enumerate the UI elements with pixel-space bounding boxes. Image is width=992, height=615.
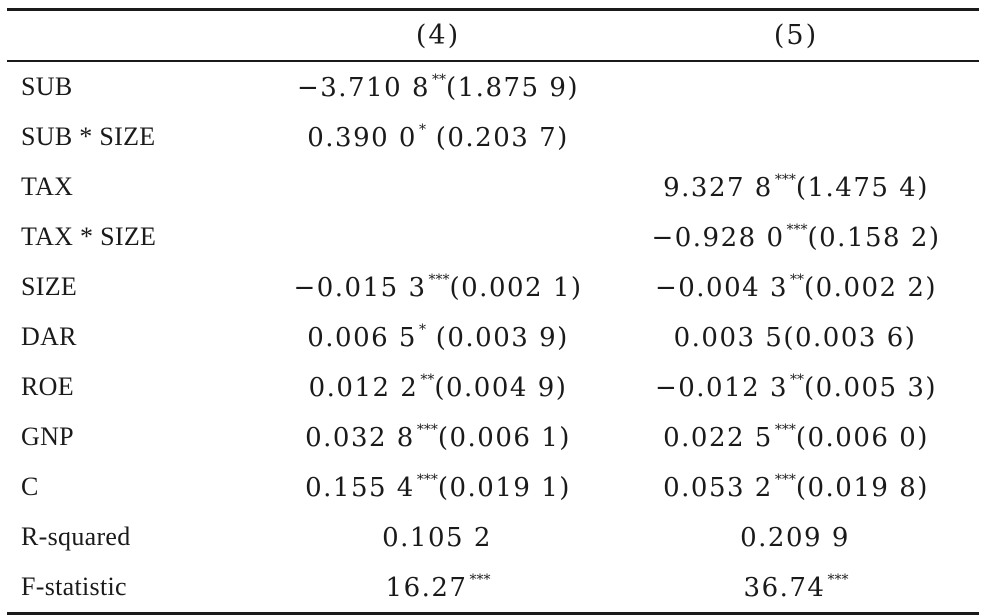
significance-stars: *: [418, 121, 426, 138]
standard-error: (1.875 9): [446, 72, 580, 103]
coefficient: 0.032 8: [305, 422, 415, 453]
row-label: DAR: [21, 322, 77, 351]
table-row: C 0.155 4 ***(0.019 1) 0.053 2 ***(0.019 8…: [7, 462, 979, 512]
coefficient: 0.022 5: [663, 422, 773, 453]
coefficient: −3.710 8: [296, 72, 430, 103]
significance-stars: **: [790, 271, 804, 288]
model-5-cell: 0.053 2 ***(0.019 8): [613, 472, 979, 503]
table-row: R-squared 0.105 2 0.209 9: [7, 512, 979, 562]
model-5-cell: −0.928 0 ***(0.158 2): [613, 222, 979, 253]
coefficient: −0.928 0: [651, 222, 785, 253]
row-label: SIZE: [21, 272, 78, 301]
standard-error: (0.158 2): [807, 222, 941, 253]
significance-stars: *: [418, 321, 426, 338]
row-label: SUB: [21, 72, 73, 101]
model-5-cell: [613, 72, 979, 103]
row-label: GNP: [21, 422, 74, 451]
table-row: SUB −3.710 8 **(1.875 9): [7, 62, 979, 112]
standard-error: (0.004 9): [434, 372, 568, 403]
table-row: F-statistic 16.27 *** 36.74 ***: [7, 562, 979, 612]
standard-error: (0.006 1): [437, 422, 571, 453]
row-label: C: [21, 472, 39, 501]
model-4-cell: 0.390 0 * (0.203 7): [263, 122, 613, 153]
model-4-cell: −3.710 8 **(1.875 9): [263, 72, 613, 103]
row-label: R-squared: [21, 522, 131, 551]
coefficient: 0.390 0: [307, 122, 417, 153]
model-4-cell: −0.015 3 ***(0.002 1): [263, 272, 613, 303]
header-cell-model-4: (4): [415, 20, 461, 51]
model-4-cell: 0.155 4 ***(0.019 1): [263, 472, 613, 503]
model-5-cell: 36.74 ***: [613, 572, 979, 603]
significance-stars: ***: [827, 571, 849, 588]
model-5-cell: −0.012 3 **(0.005 3): [613, 372, 979, 403]
significance-stars: ***: [774, 421, 796, 438]
standard-error: (1.475 4): [795, 172, 929, 203]
model-4-cell: 0.006 5 * (0.003 9): [263, 322, 613, 353]
coefficient: −0.012 3: [654, 372, 788, 403]
coefficient: 0.105 2: [382, 522, 492, 553]
standard-error: (0.003 9): [425, 322, 569, 353]
standard-error: (0.002 1): [449, 272, 583, 303]
table-row: ROE 0.012 2 **(0.004 9) −0.012 3 **(0.005 …: [7, 362, 979, 412]
table-row: TAX 9.327 8 ***(1.475 4): [7, 162, 979, 212]
significance-stars: **: [790, 371, 804, 388]
row-label: ROE: [21, 372, 74, 401]
model-4-cell: [263, 222, 613, 253]
model-5-cell: 0.209 9: [613, 522, 979, 553]
row-label: TAX: [21, 172, 74, 201]
model-4-cell: 0.032 8 ***(0.006 1): [263, 422, 613, 453]
header-row: (4) (5): [7, 11, 979, 60]
coefficient: −0.015 3: [293, 272, 427, 303]
coefficient: 0.155 4: [305, 472, 415, 503]
coefficient: 0.053 2: [663, 472, 773, 503]
standard-error: (0.203 7): [425, 122, 569, 153]
standard-error: (0.002 2): [804, 272, 938, 303]
row-label: TAX * SIZE: [21, 222, 157, 251]
coefficient: 16.27: [385, 572, 468, 603]
coefficient: 36.74: [743, 572, 826, 603]
regression-table: (4) (5) SUB −3.710 8 **(1.875 9) SUB * SI…: [7, 8, 979, 615]
model-4-cell: 16.27 ***: [263, 572, 613, 603]
row-label: SUB * SIZE: [21, 122, 156, 151]
model-4-cell: [263, 172, 613, 203]
model-5-cell: 0.003 5(0.003 6): [613, 322, 979, 353]
significance-stars: ***: [774, 471, 796, 488]
model-5-cell: 9.327 8 ***(1.475 4): [613, 172, 979, 203]
significance-stars: ***: [428, 271, 450, 288]
model-4-cell: 0.012 2 **(0.004 9): [263, 372, 613, 403]
significance-stars: **: [432, 71, 446, 88]
standard-error: (0.019 8): [795, 472, 929, 503]
table-row: GNP 0.032 8 ***(0.006 1) 0.022 5 ***(0.006…: [7, 412, 979, 462]
significance-stars: **: [420, 371, 435, 388]
model-5-cell: 0.022 5 ***(0.006 0): [613, 422, 979, 453]
significance-stars: ***: [774, 171, 796, 188]
significance-stars: ***: [416, 471, 438, 488]
coefficient: 0.006 5: [307, 322, 417, 353]
standard-error: (0.006 0): [795, 422, 929, 453]
coefficient: 0.012 2: [308, 372, 419, 403]
coefficient: 0.003 5(0.003 6): [673, 322, 917, 353]
coefficient: 9.327 8: [663, 172, 773, 203]
significance-stars: ***: [469, 571, 491, 588]
table-row: DAR 0.006 5 * (0.003 9) 0.003 5(0.003 6): [7, 312, 979, 362]
model-5-cell: [613, 122, 979, 153]
table-row: SIZE −0.015 3 ***(0.002 1) −0.004 3 **(0.0…: [7, 262, 979, 312]
header-cell-model-5: (5): [773, 20, 819, 51]
significance-stars: ***: [786, 221, 808, 238]
model-5-cell: −0.004 3 **(0.002 2): [613, 272, 979, 303]
header-rule: [7, 60, 979, 62]
standard-error: (0.005 3): [804, 372, 938, 403]
table-row: TAX * SIZE −0.928 0 ***(0.158 2): [7, 212, 979, 262]
top-rule: [7, 8, 979, 11]
row-label: F-statistic: [21, 572, 127, 601]
model-4-cell: 0.105 2: [263, 522, 613, 553]
standard-error: (0.019 1): [437, 472, 571, 503]
coefficient: −0.004 3: [654, 272, 788, 303]
coefficient: 0.209 9: [740, 522, 850, 553]
significance-stars: ***: [416, 421, 438, 438]
table-row: SUB * SIZE 0.390 0 * (0.203 7): [7, 112, 979, 162]
